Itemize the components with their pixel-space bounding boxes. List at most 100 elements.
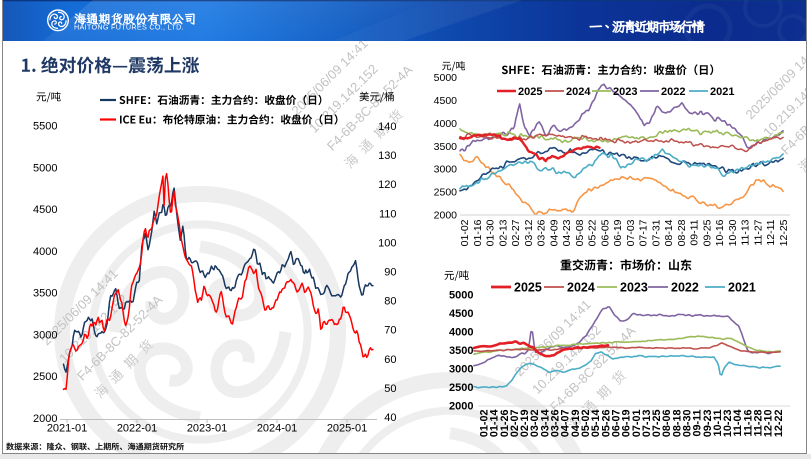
svg-text:100: 100 (378, 237, 396, 249)
svg-text:140: 140 (378, 121, 396, 133)
svg-text:02-27: 02-27 (510, 219, 522, 246)
svg-text:07-31: 07-31 (650, 219, 662, 246)
svg-text:01-30: 01-30 (485, 219, 497, 246)
svg-text:2000: 2000 (33, 413, 57, 425)
svg-text:80: 80 (384, 296, 396, 308)
svg-text:2025: 2025 (518, 86, 542, 98)
svg-text:10-16: 10-16 (714, 219, 726, 246)
svg-text:05-22: 05-22 (587, 219, 599, 246)
svg-text:06-19: 06-19 (612, 219, 624, 246)
svg-text:2025-01: 2025-01 (327, 423, 367, 435)
svg-text:2500: 2500 (449, 382, 473, 394)
svg-text:07-13: 07-13 (641, 410, 653, 438)
svg-text:3000: 3000 (449, 364, 473, 376)
svg-text:2024: 2024 (567, 281, 595, 295)
svg-text:11-27: 11-27 (753, 219, 765, 245)
svg-text:07-25: 07-25 (651, 410, 663, 438)
svg-text:04-23: 04-23 (561, 219, 573, 246)
svg-text:11-13: 11-13 (740, 219, 752, 245)
svg-text:01-16: 01-16 (472, 219, 484, 246)
svg-text:05-02: 05-02 (580, 410, 592, 438)
svg-text:120: 120 (378, 179, 396, 191)
svg-text:110: 110 (379, 208, 397, 220)
svg-text:10-30: 10-30 (727, 219, 739, 246)
svg-text:03-14: 03-14 (539, 410, 551, 438)
svg-text:2500: 2500 (33, 371, 57, 383)
svg-text:12-25: 12-25 (778, 219, 790, 246)
svg-text:3500: 3500 (434, 141, 458, 153)
svg-text:10-11: 10-11 (712, 410, 724, 437)
svg-text:01-02: 01-02 (459, 219, 471, 246)
svg-text:07-03: 07-03 (625, 219, 637, 246)
svg-text:11-16: 11-16 (742, 410, 754, 437)
svg-text:06-19: 06-19 (621, 410, 633, 438)
svg-text:05-14: 05-14 (590, 410, 602, 438)
svg-text:2022-01: 2022-01 (117, 423, 157, 435)
svg-text:5500: 5500 (33, 121, 57, 133)
svg-text:04-19: 04-19 (570, 410, 582, 438)
svg-text:50: 50 (384, 383, 396, 395)
svg-text:4500: 4500 (33, 204, 57, 216)
svg-text:2022: 2022 (661, 86, 685, 98)
svg-text:4500: 4500 (449, 308, 473, 320)
svg-text:60: 60 (384, 354, 396, 366)
svg-text:09-11: 09-11 (692, 410, 704, 437)
svg-text:06-07: 06-07 (611, 410, 623, 438)
svg-text:5000: 5000 (33, 162, 57, 174)
svg-text:4000: 4000 (434, 118, 458, 130)
svg-text:2024: 2024 (566, 86, 591, 98)
svg-text:04-09: 04-09 (548, 219, 560, 246)
svg-text:06-05: 06-05 (599, 219, 611, 246)
svg-text:08-30: 08-30 (682, 410, 694, 438)
svg-text:3500: 3500 (449, 345, 473, 357)
svg-text:08-06: 08-06 (661, 410, 673, 438)
svg-text:4500: 4500 (434, 95, 458, 107)
svg-text:11-28: 11-28 (753, 410, 765, 437)
svg-text:12-11: 12-11 (765, 219, 777, 245)
svg-text:03-26: 03-26 (550, 410, 562, 438)
svg-text:05-08: 05-08 (574, 219, 586, 246)
svg-text:01-26: 01-26 (499, 410, 511, 438)
svg-text:10-23: 10-23 (722, 410, 734, 438)
svg-text:3000: 3000 (434, 164, 458, 176)
svg-text:90: 90 (384, 267, 396, 279)
svg-text:11-04: 11-04 (732, 410, 744, 437)
svg-text:2023: 2023 (620, 281, 648, 295)
svg-text:03-26: 03-26 (536, 219, 548, 246)
svg-text:4000: 4000 (449, 327, 473, 339)
svg-text:04-07: 04-07 (560, 410, 572, 438)
svg-text:08-14: 08-14 (663, 219, 675, 246)
svg-text:5000: 5000 (434, 72, 458, 84)
svg-text:09-11: 09-11 (689, 219, 701, 245)
svg-text:4000: 4000 (33, 246, 57, 258)
svg-text:2023-01: 2023-01 (187, 423, 227, 435)
svg-text:12-22: 12-22 (773, 410, 785, 438)
svg-text:2021: 2021 (710, 86, 734, 98)
svg-text:08-28: 08-28 (676, 219, 688, 246)
svg-text:2022: 2022 (671, 281, 699, 295)
svg-text:HAITONG FUTURES CO., LTD.: HAITONG FUTURES CO., LTD. (74, 23, 184, 32)
svg-text:02-19: 02-19 (519, 410, 531, 438)
svg-text:09-25: 09-25 (701, 219, 713, 246)
svg-text:12-10: 12-10 (763, 410, 775, 438)
svg-text:70: 70 (384, 325, 396, 337)
svg-text:3500: 3500 (33, 288, 57, 300)
svg-text:3000: 3000 (33, 329, 57, 341)
svg-text:5000: 5000 (449, 290, 473, 302)
svg-text:2021-01: 2021-01 (47, 423, 87, 435)
svg-text:09-23: 09-23 (702, 410, 714, 438)
svg-text:2000: 2000 (449, 401, 473, 413)
svg-text:2023: 2023 (613, 86, 637, 98)
svg-text:2000: 2000 (434, 209, 458, 221)
svg-text:01-02: 01-02 (479, 410, 491, 438)
svg-text:2025: 2025 (514, 281, 542, 295)
svg-text:2021: 2021 (728, 281, 756, 295)
svg-text:130: 130 (378, 150, 396, 162)
svg-text:03-02: 03-02 (529, 410, 541, 438)
svg-text:03-12: 03-12 (523, 219, 535, 246)
svg-text:2024-01: 2024-01 (257, 423, 297, 435)
svg-text:08-18: 08-18 (671, 410, 683, 438)
svg-text:02-07: 02-07 (509, 410, 521, 438)
svg-text:05-26: 05-26 (600, 410, 612, 438)
svg-text:40: 40 (384, 412, 396, 424)
